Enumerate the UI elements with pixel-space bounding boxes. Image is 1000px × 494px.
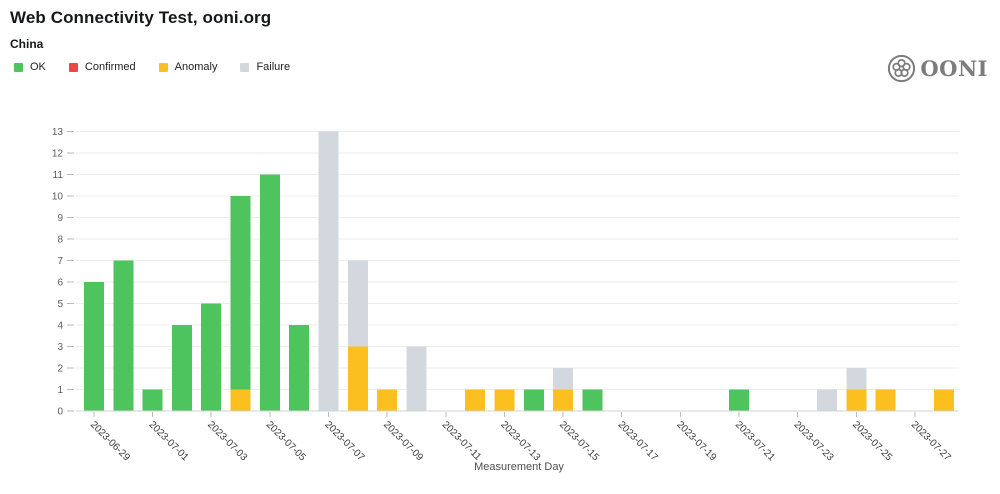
legend-item-anomaly: Anomaly bbox=[158, 61, 218, 73]
y-tick-label: 6 bbox=[57, 278, 63, 289]
x-tick-label: 2023-07-03 bbox=[205, 419, 249, 463]
y-tick-label: 4 bbox=[57, 321, 63, 332]
failure-swatch-icon bbox=[240, 62, 250, 72]
bar-segment-ok[interactable] bbox=[259, 174, 280, 412]
confirmed-swatch-icon bbox=[68, 62, 78, 72]
x-tick-label: 2023-07-09 bbox=[381, 419, 425, 463]
bar-segment-anomaly[interactable] bbox=[846, 389, 867, 412]
bar-segment-ok[interactable] bbox=[142, 389, 163, 412]
ok-swatch-icon bbox=[14, 62, 23, 72]
x-tick-label: 2023-07-01 bbox=[146, 419, 190, 463]
x-tick-label: 2023-06-29 bbox=[88, 419, 132, 463]
x-tick-label: 2023-07-07 bbox=[322, 419, 366, 463]
legend-label: OK bbox=[30, 61, 46, 73]
x-tick-label: 2023-07-13 bbox=[498, 419, 542, 463]
x-tick-label: 2023-07-19 bbox=[674, 419, 718, 463]
y-tick-label: 1 bbox=[57, 385, 63, 396]
bar-segment-ok[interactable] bbox=[113, 260, 134, 412]
y-tick-label: 10 bbox=[52, 192, 64, 203]
x-tick-label: 2023-07-25 bbox=[850, 419, 894, 463]
x-axis-title: Measurement Day bbox=[474, 461, 564, 473]
bar-segment-ok[interactable] bbox=[729, 389, 749, 412]
x-tick-label: 2023-07-27 bbox=[909, 419, 953, 463]
bar-segment-anomaly[interactable] bbox=[553, 389, 574, 412]
bar-segment-failure[interactable] bbox=[347, 260, 368, 347]
anomaly-swatch-icon bbox=[158, 62, 168, 72]
ooni-flower-icon bbox=[888, 54, 916, 83]
legend-item-confirmed: Confirmed bbox=[68, 61, 136, 73]
bar-segment-failure[interactable] bbox=[318, 131, 339, 412]
bar-segment-failure[interactable] bbox=[553, 368, 574, 390]
ooni-logo: OONI bbox=[887, 54, 988, 83]
y-tick-label: 12 bbox=[52, 149, 64, 160]
legend-label: Confirmed bbox=[84, 61, 136, 73]
bar-segment-ok[interactable] bbox=[230, 196, 251, 390]
x-tick-label: 2023-07-15 bbox=[557, 419, 601, 463]
bar-segment-ok[interactable] bbox=[582, 389, 603, 412]
y-tick-label: 5 bbox=[57, 299, 63, 310]
y-tick-label: 2 bbox=[57, 364, 63, 375]
ooni-wordmark: OONI bbox=[920, 55, 988, 81]
legend: OK Confirmed Anomaly Failure bbox=[14, 61, 313, 73]
y-tick-label: 0 bbox=[57, 407, 63, 418]
bar-segment-ok[interactable] bbox=[171, 325, 192, 411]
legend-label: Anomaly bbox=[174, 61, 218, 73]
chart-subtitle-country: China bbox=[10, 37, 44, 51]
x-tick-label: 2023-07-11 bbox=[440, 419, 484, 463]
bar-segment-ok[interactable] bbox=[83, 282, 104, 411]
y-tick-label: 7 bbox=[57, 256, 63, 267]
legend-item-ok: OK bbox=[14, 61, 46, 73]
bar-segment-ok[interactable] bbox=[201, 303, 222, 412]
y-tick-label: 9 bbox=[57, 213, 63, 224]
x-tick-label: 2023-07-21 bbox=[733, 419, 777, 463]
bar-segment-ok[interactable] bbox=[289, 325, 310, 411]
bar-segment-failure[interactable] bbox=[406, 346, 427, 412]
bar-segment-ok[interactable] bbox=[523, 389, 544, 412]
bar-segment-failure[interactable] bbox=[816, 389, 837, 412]
y-tick-label: 13 bbox=[52, 127, 64, 138]
bar-segment-anomaly[interactable] bbox=[875, 389, 896, 412]
y-tick-label: 3 bbox=[57, 342, 63, 353]
x-tick-label: 2023-07-05 bbox=[264, 419, 308, 463]
bar-segment-anomaly[interactable] bbox=[377, 389, 398, 412]
bar-segment-anomaly[interactable] bbox=[494, 389, 515, 412]
bar-segment-anomaly[interactable] bbox=[230, 389, 251, 412]
legend-label: Failure bbox=[256, 61, 291, 73]
bar-segment-anomaly[interactable] bbox=[347, 346, 368, 412]
legend-item-failure: Failure bbox=[240, 61, 290, 73]
bar-segment-anomaly[interactable] bbox=[465, 389, 486, 412]
y-tick-label: 11 bbox=[53, 170, 64, 181]
x-tick-label: 2023-07-17 bbox=[616, 419, 660, 463]
y-tick-label: 8 bbox=[57, 235, 63, 246]
x-tick-label: 2023-07-23 bbox=[792, 419, 836, 463]
chart-title: Web Connectivity Test, ooni.org bbox=[10, 8, 272, 27]
bar-segment-anomaly[interactable] bbox=[934, 389, 955, 412]
bar-segment-failure[interactable] bbox=[846, 368, 867, 390]
